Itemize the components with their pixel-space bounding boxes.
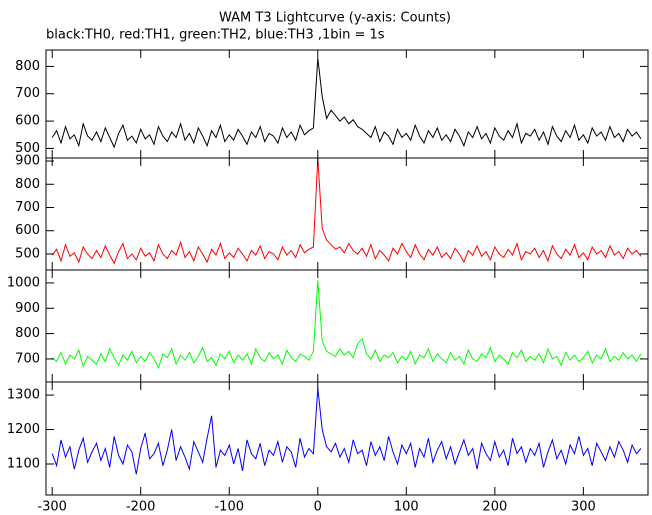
panel-frame	[45, 269, 649, 383]
chart-subtitle: black:TH0, red:TH1, green:TH2, blue:TH3 …	[46, 28, 385, 43]
x-tick-label: 200	[482, 500, 507, 515]
y-tick-label: 1000	[7, 275, 40, 290]
x-tick-label: 100	[394, 500, 419, 515]
x-tick-label: 0	[314, 500, 322, 515]
y-tick-label: 900	[15, 154, 40, 169]
x-tick-label: -200	[126, 500, 156, 515]
y-tick-label: 600	[15, 114, 40, 129]
y-tick-label: 1100	[7, 456, 40, 471]
y-tick-label: 700	[15, 86, 40, 101]
y-tick-label: 800	[15, 326, 40, 341]
y-tick-label: 600	[15, 223, 40, 238]
x-tick-label: -300	[37, 500, 67, 515]
x-tick-label: -100	[214, 500, 244, 515]
y-tick-label: 700	[15, 351, 40, 366]
y-tick-label: 800	[15, 177, 40, 192]
light-curve	[51, 58, 642, 149]
y-tick-label: 800	[15, 59, 40, 74]
light-curve	[51, 388, 642, 475]
y-tick-label: 1300	[7, 388, 40, 403]
panel-frame	[45, 381, 649, 496]
chart-title: WAM T3 Lightcurve (y-axis: Counts)	[219, 11, 451, 26]
light-curve	[51, 158, 642, 265]
light-curve	[51, 280, 642, 370]
y-tick-label: 900	[15, 301, 40, 316]
y-tick-label: 700	[15, 200, 40, 215]
y-tick-label: 1200	[7, 422, 40, 437]
y-tick-label: 500	[15, 141, 40, 156]
x-tick-label: 300	[571, 500, 596, 515]
panel-frame	[45, 157, 649, 271]
y-tick-label: 500	[15, 246, 40, 261]
